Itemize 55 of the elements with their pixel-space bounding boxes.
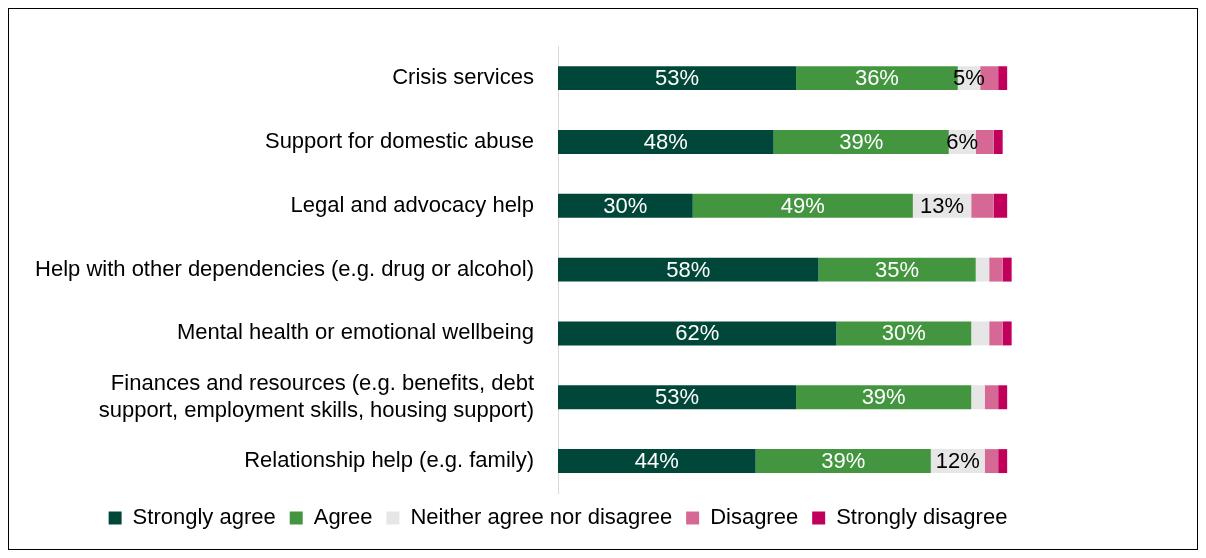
y-tick-label: Finances and resources (e.g. benefits, debt support, employment skills, housing support) <box>98 370 534 422</box>
bar <box>558 66 797 91</box>
y-tick-label: Relationship help (e.g. family) <box>244 447 534 473</box>
bar <box>975 257 990 282</box>
data-label: 13% <box>920 192 965 218</box>
bar <box>989 257 1003 282</box>
data-label: 30% <box>603 192 648 218</box>
y-tick-label: Support for domestic abuse <box>264 128 534 154</box>
bar <box>1002 321 1012 346</box>
bar <box>1002 257 1012 282</box>
data-label: 35% <box>875 256 920 282</box>
bar <box>989 321 1003 346</box>
bar <box>836 321 972 346</box>
data-label: 30% <box>881 320 926 346</box>
bar <box>558 449 756 474</box>
y-tick-label: Mental health or emotional wellbeing <box>176 319 534 345</box>
legend-label: Strongly agree <box>132 504 276 530</box>
data-label: 39% <box>861 384 906 410</box>
bar <box>558 257 819 282</box>
y-tick-label: Legal and advocacy help <box>290 191 534 217</box>
bar <box>993 193 1008 218</box>
data-label: 58% <box>666 256 711 282</box>
bar <box>971 385 985 410</box>
data-label: 53% <box>655 384 700 410</box>
data-label: 62% <box>675 320 720 346</box>
data-label: 39% <box>821 448 866 474</box>
bar <box>773 129 949 154</box>
bar <box>971 321 990 346</box>
bar <box>558 385 797 410</box>
data-label: 12% <box>935 448 980 474</box>
bar <box>971 193 994 218</box>
legend-label: Neither agree nor disagree <box>410 504 673 530</box>
bar <box>993 129 1003 154</box>
bar <box>984 385 999 410</box>
legend-label: Disagree <box>710 504 799 530</box>
data-label: 36% <box>854 65 899 91</box>
data-label: 48% <box>643 129 688 155</box>
data-label: 39% <box>839 129 884 155</box>
legend-label: Strongly disagree <box>836 504 1008 530</box>
bar <box>796 385 972 410</box>
bar <box>984 449 999 474</box>
data-label: 44% <box>634 448 679 474</box>
y-tick-label: Help with other dependencies (e.g. drug or alcohol) <box>35 255 534 281</box>
data-label: 53% <box>655 65 700 91</box>
bar <box>998 66 1008 91</box>
legend-label: Agree <box>313 504 373 530</box>
bar <box>558 321 837 346</box>
y-tick-label: Crisis services <box>392 64 534 90</box>
bar <box>692 193 913 218</box>
bar <box>755 449 931 474</box>
bar <box>998 385 1008 410</box>
bar <box>818 257 976 282</box>
bar <box>998 449 1008 474</box>
bar <box>558 129 774 154</box>
data-label: 49% <box>780 192 825 218</box>
